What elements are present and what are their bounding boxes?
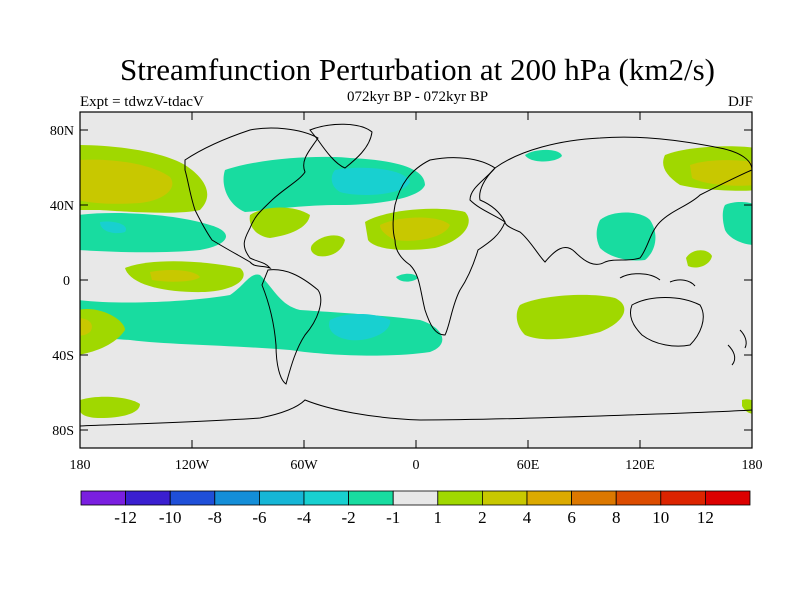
colorbar-swatch bbox=[258, 490, 305, 506]
lat-tick-40s: 40S bbox=[52, 349, 74, 364]
colorbar-label: 1 bbox=[434, 508, 443, 527]
colorbar-swatch bbox=[169, 490, 216, 506]
lat-tick-40n: 40N bbox=[50, 199, 74, 214]
lon-tick-120w: 120W bbox=[175, 458, 210, 473]
colorbar-swatch bbox=[80, 490, 126, 506]
colorbar-label: -4 bbox=[297, 508, 312, 527]
lat-axis: 80N 40N 0 40S 80S bbox=[50, 124, 752, 439]
colorbar-label: -12 bbox=[114, 508, 137, 527]
colorbar-label: -1 bbox=[386, 508, 400, 527]
plot-title: Streamfunction Perturbation at 200 hPa (… bbox=[120, 52, 715, 87]
colorbar-swatch bbox=[615, 490, 662, 506]
colorbar-labels: -12 -10 -8 -6 -4 -2 -1 1 2 4 6 8 10 12 bbox=[114, 508, 714, 527]
contour-fills bbox=[80, 145, 752, 418]
colorbar-label: -10 bbox=[159, 508, 182, 527]
lon-tick-180w: 180 bbox=[70, 458, 91, 473]
lat-tick-80s: 80S bbox=[52, 424, 74, 439]
colorbar-swatch bbox=[526, 490, 572, 506]
lon-axis: 180 120W 60W 0 60E 120E 180 bbox=[70, 112, 763, 473]
lon-tick-60e: 60E bbox=[517, 458, 540, 473]
lat-tick-0: 0 bbox=[63, 274, 70, 289]
colorbar-swatch bbox=[303, 490, 349, 506]
colorbar-label: 2 bbox=[478, 508, 487, 527]
lon-tick-120e: 120E bbox=[625, 458, 655, 473]
colorbar-swatch bbox=[705, 490, 751, 506]
colorbar-swatch bbox=[214, 490, 260, 506]
lon-tick-60w: 60W bbox=[290, 458, 318, 473]
colorbar-label: -6 bbox=[252, 508, 266, 527]
colorbar-label: -8 bbox=[208, 508, 222, 527]
colorbar-label: 6 bbox=[567, 508, 576, 527]
colorbar-swatch bbox=[348, 490, 394, 506]
colorbar-swatch bbox=[571, 490, 617, 506]
colorbar-swatch bbox=[481, 490, 528, 506]
season-label: DJF bbox=[727, 94, 753, 110]
lon-tick-180e: 180 bbox=[742, 458, 763, 473]
lat-tick-80n: 80N bbox=[50, 124, 74, 139]
colorbar-label: 4 bbox=[523, 508, 532, 527]
colorbar-label: 10 bbox=[652, 508, 669, 527]
coastlines bbox=[80, 123, 752, 427]
plot-subtitle: 072kyr BP - 072kyr BP bbox=[346, 89, 489, 105]
colorbar-label: 8 bbox=[612, 508, 621, 527]
experiment-label: Expt = tdwzV-tdacV bbox=[80, 94, 204, 110]
colorbar-swatch bbox=[125, 490, 171, 506]
colorbar-swatch bbox=[437, 490, 483, 506]
colorbar-label: -2 bbox=[342, 508, 356, 527]
lon-tick-0: 0 bbox=[413, 458, 420, 473]
colorbar-swatch bbox=[660, 490, 706, 506]
colorbar-swatch bbox=[392, 490, 439, 506]
colorbar-label: 12 bbox=[697, 508, 714, 527]
colorbar bbox=[80, 490, 751, 506]
